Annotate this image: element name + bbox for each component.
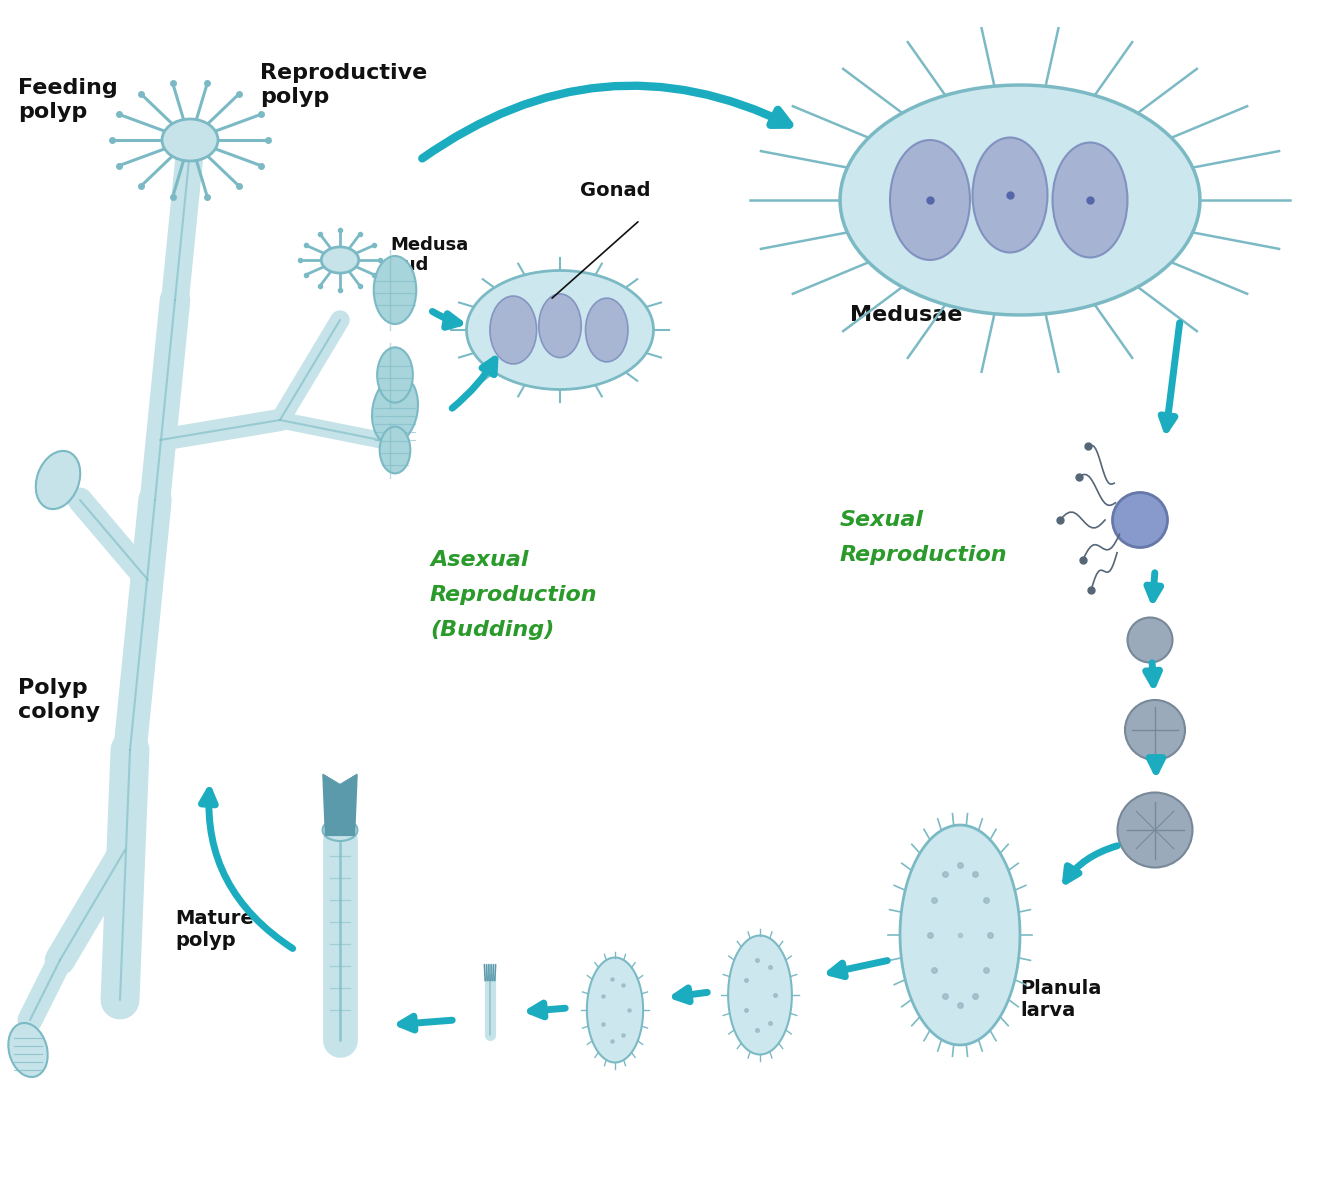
Ellipse shape (585, 298, 628, 362)
Ellipse shape (163, 119, 219, 161)
Ellipse shape (1053, 143, 1128, 258)
Text: Reproduction: Reproduction (840, 545, 1008, 565)
Ellipse shape (377, 347, 413, 403)
Text: Mature
polyp: Mature polyp (175, 910, 253, 950)
Polygon shape (587, 958, 643, 1062)
Ellipse shape (373, 256, 416, 324)
Text: Gonad: Gonad (580, 180, 651, 199)
Text: Reproduction: Reproduction (431, 584, 597, 605)
Polygon shape (728, 936, 792, 1055)
Text: Sexual: Sexual (840, 510, 924, 530)
Ellipse shape (321, 247, 359, 274)
Ellipse shape (372, 376, 419, 445)
Ellipse shape (36, 451, 80, 509)
Text: Asexual: Asexual (431, 550, 528, 570)
Polygon shape (467, 270, 653, 390)
Text: Medusa
bud: Medusa bud (391, 235, 468, 275)
Polygon shape (840, 85, 1200, 314)
Ellipse shape (1113, 492, 1168, 547)
Ellipse shape (1117, 792, 1193, 868)
Text: Feeding
polyp: Feeding polyp (19, 78, 117, 121)
Text: Polyp
colony: Polyp colony (19, 678, 100, 721)
Ellipse shape (1125, 700, 1185, 760)
Text: Medusae: Medusae (850, 305, 962, 325)
Polygon shape (900, 826, 1020, 1045)
Text: (Budding): (Budding) (431, 620, 555, 640)
Text: Planula
larva: Planula larva (1020, 979, 1101, 1020)
Ellipse shape (1128, 618, 1173, 662)
Ellipse shape (539, 294, 581, 358)
Ellipse shape (8, 1022, 48, 1078)
Text: Reproductive
polyp: Reproductive polyp (260, 64, 428, 107)
Ellipse shape (323, 818, 357, 841)
Ellipse shape (890, 140, 970, 260)
Ellipse shape (380, 427, 411, 473)
Ellipse shape (489, 296, 537, 364)
Ellipse shape (973, 138, 1048, 252)
